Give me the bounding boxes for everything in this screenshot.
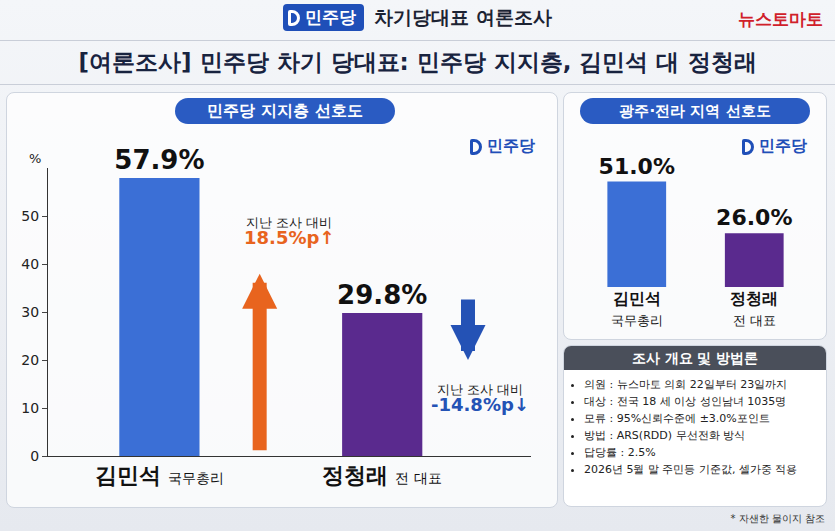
html-text:대상 : 전국 18 세 이상 성인남녀 1035명: 대상 : 전국 18 세 이상 성인남녀 1035명: [584, 395, 787, 408]
svg-text:정청래전 대표: 정청래전 대표: [730, 289, 778, 328]
svg-text:57.9%: 57.9%: [114, 145, 204, 175]
html-text:민주당 지지층 선호도: 민주당 지지층 선호도: [207, 101, 363, 120]
svg-text:김민석국무총리: 김민석국무총리: [611, 289, 663, 328]
html-text:방법 : ARS(RDD) 무선전화 방식: 방법 : ARS(RDD) 무선전화 방식: [584, 429, 745, 442]
html-text:조사 개요 및 방법론: 조사 개요 및 방법론: [631, 350, 759, 366]
svg-text:지난 조사 대비-14.8%p↓: 지난 조사 대비-14.8%p↓: [431, 382, 529, 415]
html-text:* 자샌한 물이지 참조: * 자샌한 물이지 참조: [730, 513, 825, 524]
svg-text:0: 0: [30, 448, 39, 464]
svg-text:김민석 국무총리: 김민석 국무총리: [95, 463, 224, 488]
svg-text:26.0%: 26.0%: [716, 205, 792, 230]
html-text:민주당: 민주당: [759, 136, 807, 155]
svg-text:20: 20: [21, 352, 39, 368]
html-text:민주당: 민주당: [487, 136, 535, 155]
svg-text:50: 50: [21, 208, 39, 224]
svg-text:10: 10: [21, 400, 39, 416]
html-text:뉴스토마토: 뉴스토마토: [738, 9, 823, 29]
html-text:[여론조사] 민주당 차기 당대표: 민주당 지지층, 김민: [여론조사] 민주당 차기 당대표: 민주당 지지층, 김민석 대 정청래: [78, 49, 757, 75]
svg-text:51.0%: 51.0%: [599, 154, 675, 179]
svg-text:정청래 전 대표: 정청래 전 대표: [322, 463, 441, 488]
svg-text:%: %: [29, 151, 41, 166]
html-text:2026년 5월 말 주민등 기준값, 셀가중 적용: 2026년 5월 말 주민등 기준값, 셀가중 적용: [584, 463, 798, 476]
svg-text:29.8%: 29.8%: [337, 280, 427, 310]
html-text:차기당대표 여론조사: 차기당대표 여론조사: [374, 5, 552, 28]
svg-text:30: 30: [21, 304, 39, 320]
html-text:의원 : 뉴스마토 의회 22일부터 23일까지: 의원 : 뉴스마토 의회 22일부터 23일까지: [584, 378, 788, 391]
html-text:광주·전라 지역 선호도: 광주·전라 지역 선호도: [619, 102, 771, 120]
svg-text:지난 조사 대비18.5%p↑: 지난 조사 대비18.5%p↑: [244, 215, 334, 248]
svg-text:40: 40: [21, 256, 39, 272]
html-text:민주당: 민주당: [305, 7, 357, 27]
html-text:답당률 : 2.5%: 답당률 : 2.5%: [584, 446, 656, 459]
html-text:모류 : 95%신뢰수준에 ±3.0%포인트: 모류 : 95%신뢰수준에 ±3.0%포인트: [584, 412, 770, 425]
